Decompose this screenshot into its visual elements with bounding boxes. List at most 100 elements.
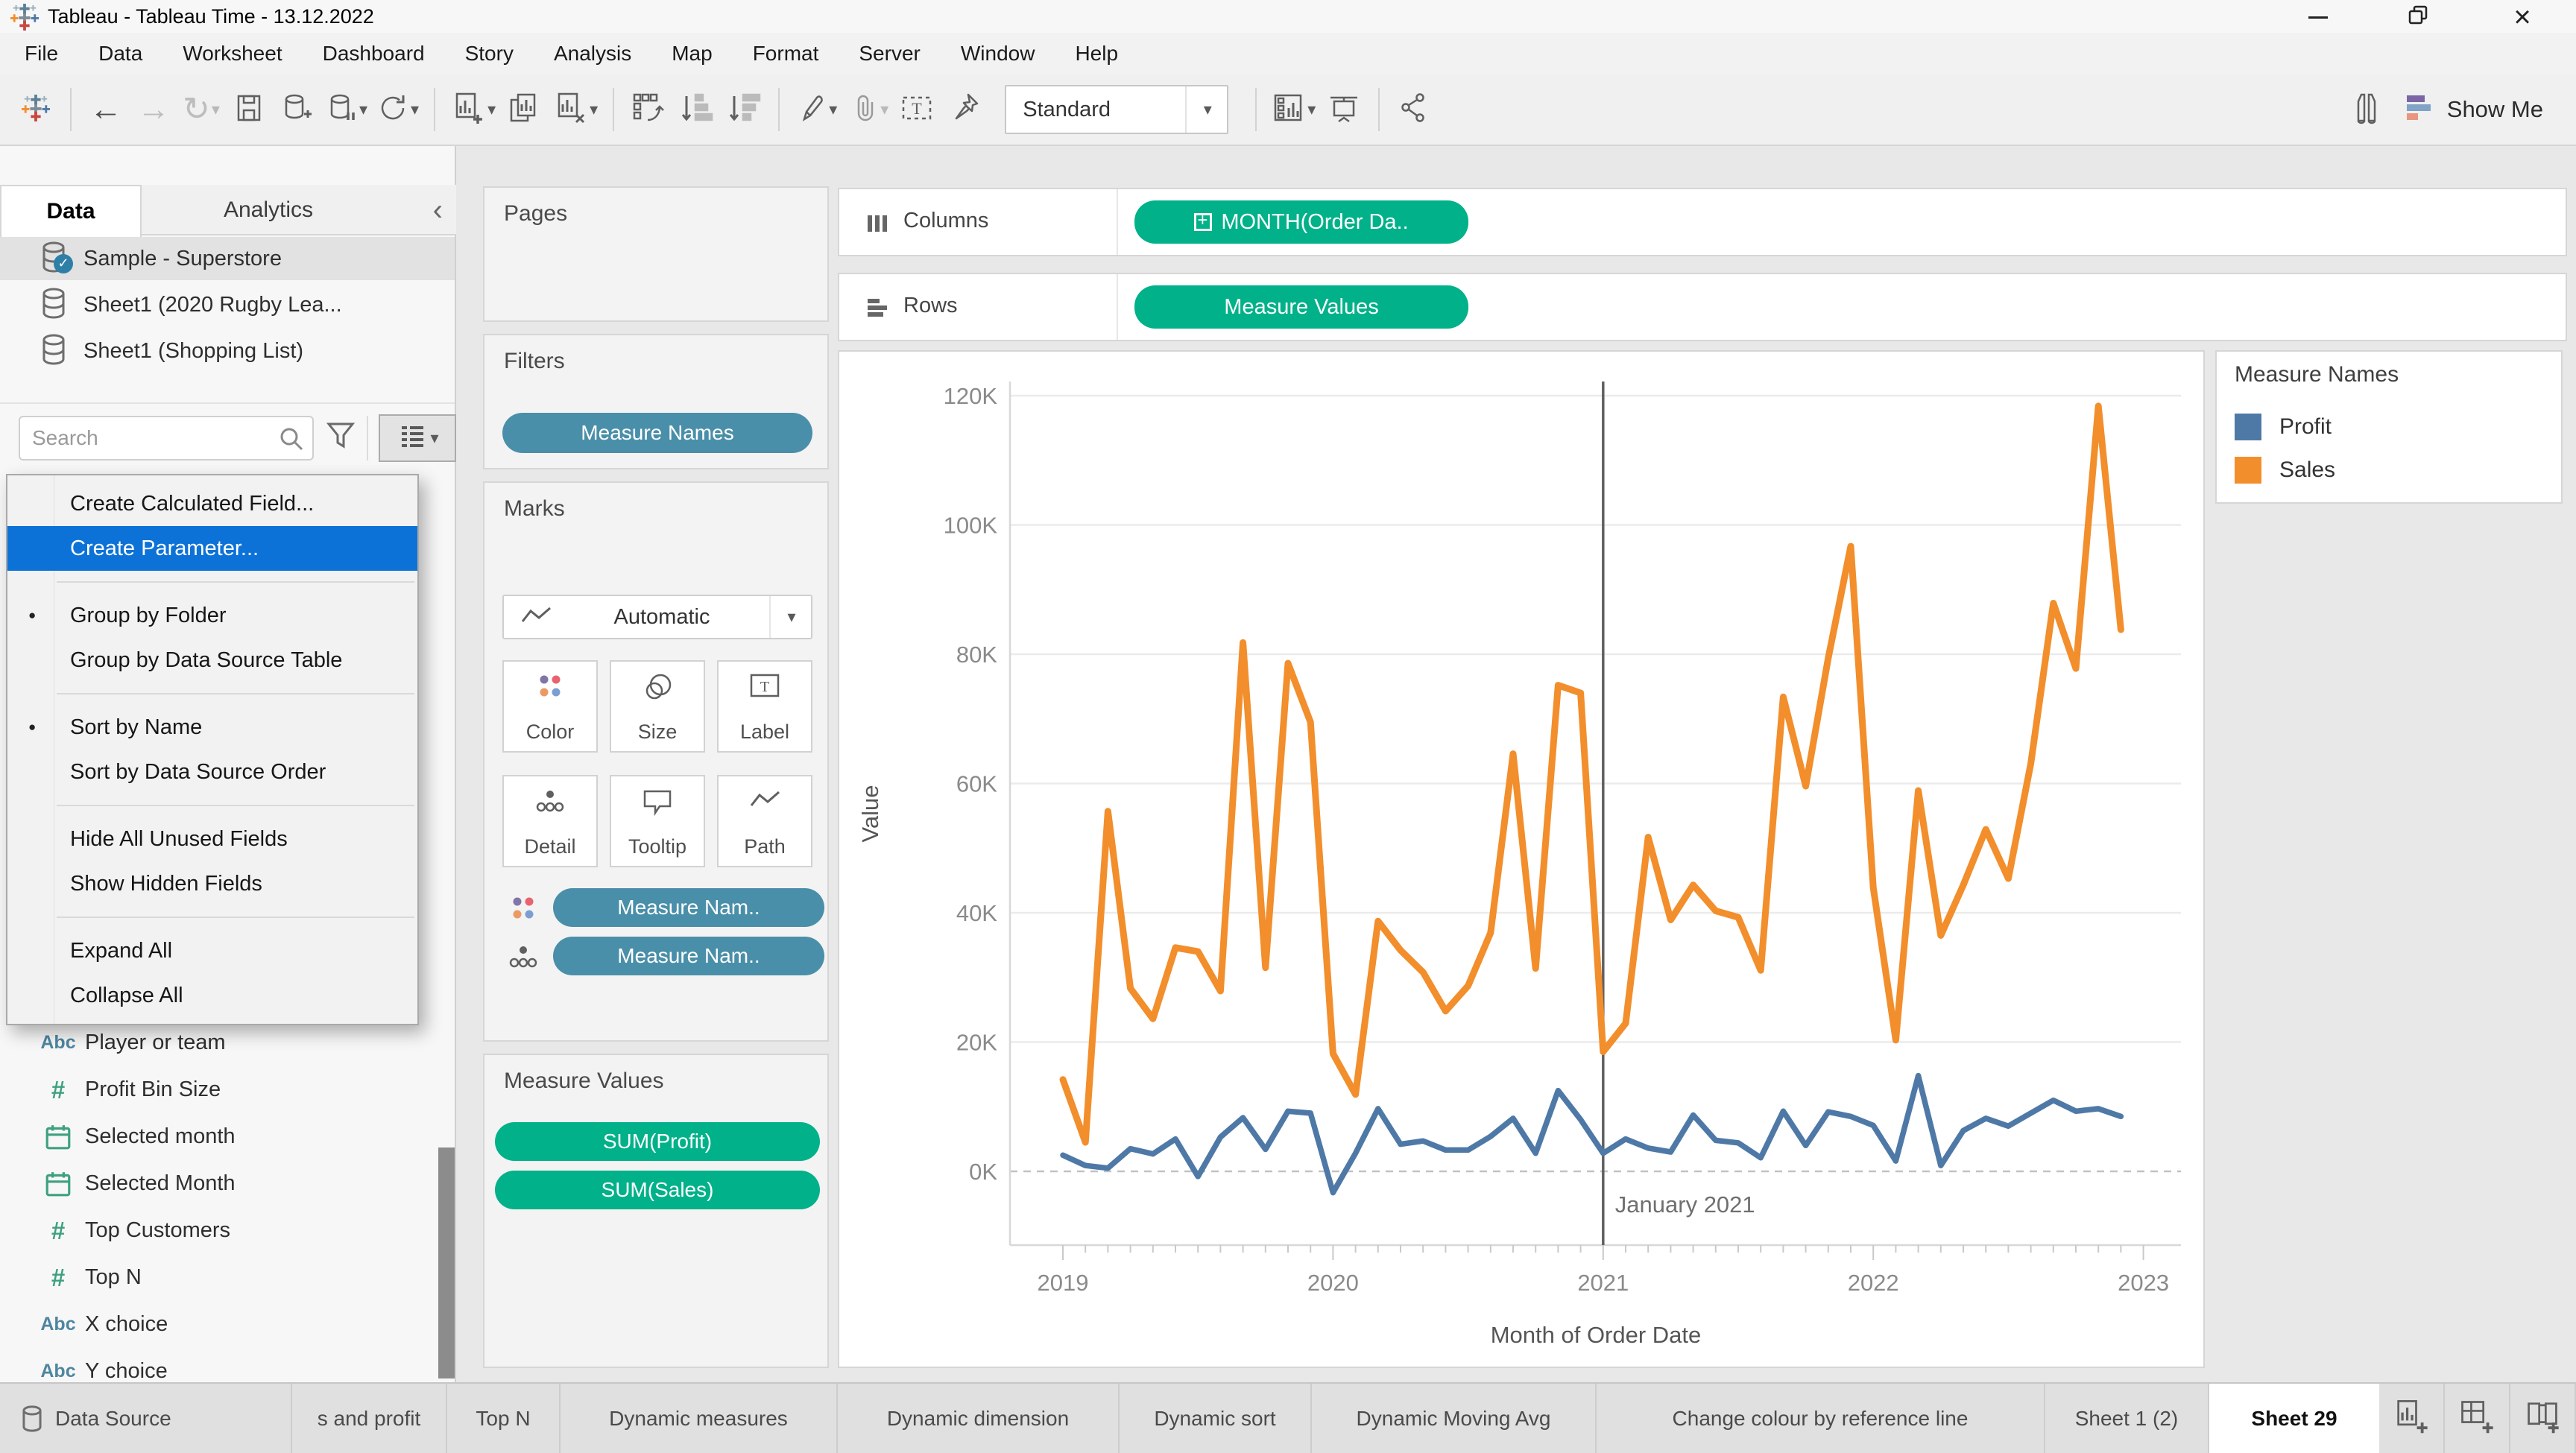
close-button[interactable]: × (2496, 4, 2548, 30)
sheet-tab-dynamic-dimension[interactable]: Dynamic dimension (838, 1384, 1120, 1453)
view-options-button[interactable]: ▾ (379, 414, 456, 462)
measure-values-pill[interactable]: SUM(Sales) (495, 1171, 820, 1209)
presentation-mode-button[interactable] (1325, 86, 1363, 133)
context-menu-item[interactable]: Expand All (7, 928, 417, 973)
attach-button[interactable]: ▾ (846, 86, 888, 133)
menu-server[interactable]: Server (839, 42, 940, 66)
sheet-tab-dynamic-measures[interactable]: Dynamic measures (561, 1384, 838, 1453)
marks-pill-measure-names[interactable]: Measure Nam.. (553, 888, 824, 927)
tab-data[interactable]: Data (0, 185, 142, 237)
sheet-tab-s-and-profit[interactable]: s and profit (292, 1384, 447, 1453)
field-item[interactable]: Abc X choice (0, 1301, 438, 1348)
context-menu-item[interactable]: ●Group by Folder (7, 593, 417, 638)
fix-axes-button[interactable] (945, 86, 984, 133)
menu-window[interactable]: Window (941, 42, 1055, 66)
field-item[interactable]: # Top Customers (0, 1207, 438, 1254)
menu-map[interactable]: Map (651, 42, 732, 66)
mark-type-select[interactable]: Automatic ▾ (502, 595, 812, 639)
data-source-item[interactable]: Sheet1 (2020 Rugby Lea... (0, 283, 455, 326)
redo-button[interactable]: → (134, 86, 173, 133)
sheet-tab-top-n[interactable]: Top N (447, 1384, 561, 1453)
sheet-tab-sheet-1-2-[interactable]: Sheet 1 (2) (2045, 1384, 2209, 1453)
sheet-tab-data-source[interactable]: Data Source (0, 1384, 292, 1453)
highlight-button[interactable]: ▾ (795, 86, 837, 133)
refresh-data-source-button[interactable]: ▾ (376, 86, 419, 133)
marks-color-button[interactable]: Color (502, 660, 598, 753)
menu-data[interactable]: Data (78, 42, 162, 66)
save-button[interactable] (230, 86, 268, 133)
search-input[interactable] (31, 420, 280, 456)
menu-help[interactable]: Help (1055, 42, 1138, 66)
marks-tooltip-button[interactable]: Tooltip (610, 775, 705, 867)
context-menu-item[interactable]: ●Sort by Name (7, 705, 417, 750)
sheet-tab-dynamic-sort[interactable]: Dynamic sort (1120, 1384, 1312, 1453)
pages-card[interactable]: Pages (483, 186, 829, 322)
context-menu-item[interactable]: Create Parameter... (7, 526, 417, 571)
field-item[interactable]: # Top N (0, 1254, 438, 1301)
collapse-pane-icon[interactable]: ‹ (433, 194, 443, 227)
chart[interactable]: 0K20K40K60K80K100K120K201920202021202220… (838, 350, 2205, 1368)
field-item[interactable]: # Profit Bin Size (0, 1066, 438, 1113)
new-worksheet-button[interactable] (2379, 1384, 2445, 1453)
pill-measure-values[interactable]: Measure Values (1134, 285, 1468, 329)
show-mark-labels-button[interactable]: T (897, 86, 936, 133)
sheet-tab-change-colour-by-reference-line[interactable]: Change colour by reference line (1597, 1384, 2045, 1453)
sort-descending-button[interactable] (724, 86, 763, 133)
undo-button[interactable]: ← (86, 86, 125, 133)
replay-button[interactable]: ↻▾ (182, 86, 221, 133)
menu-worksheet[interactable]: Worksheet (162, 42, 302, 66)
share-button[interactable] (1395, 86, 1433, 133)
menu-dashboard[interactable]: Dashboard (303, 42, 445, 66)
pill-month-order-date[interactable]: MONTH(Order Da.. (1134, 200, 1468, 244)
sheet-tab-sheet-29[interactable]: Sheet 29 (2209, 1384, 2379, 1453)
new-worksheet-button[interactable]: ▾ (450, 86, 496, 133)
data-source-item[interactable]: Sheet1 (Shopping List) (0, 329, 455, 373)
menu-story[interactable]: Story (445, 42, 534, 66)
measure-values-pill[interactable]: SUM(Profit) (495, 1122, 820, 1161)
sort-ascending-button[interactable] (677, 86, 716, 133)
menu-format[interactable]: Format (733, 42, 839, 66)
context-menu-item[interactable]: Hide All Unused Fields (7, 817, 417, 861)
pause-auto-updates-button[interactable]: ▾ (325, 86, 367, 133)
sheet-tab-dynamic-moving-avg[interactable]: Dynamic Moving Avg (1312, 1384, 1597, 1453)
context-menu-item[interactable]: Group by Data Source Table (7, 638, 417, 683)
fit-selector[interactable]: Standard ▾ (1005, 85, 1228, 134)
context-menu-item[interactable]: Sort by Data Source Order (7, 750, 417, 794)
context-menu-item[interactable]: Collapse All (7, 973, 417, 1018)
new-data-source-button[interactable] (277, 86, 316, 133)
filter-pill-measure-names[interactable]: Measure Names (502, 413, 812, 453)
field-item[interactable]: Selected month (0, 1113, 438, 1160)
pane-scrollbar[interactable] (438, 1147, 455, 1378)
filters-card[interactable]: Filters Measure Names (483, 334, 829, 469)
marks-pill-measure-names[interactable]: Measure Nam.. (553, 937, 824, 975)
tab-analytics[interactable]: Analytics (142, 185, 395, 235)
tableau-logo-button[interactable] (16, 86, 55, 133)
text-label-icon: T (900, 92, 934, 127)
menu-file[interactable]: File (4, 42, 78, 66)
rows-shelf[interactable]: Rows Measure Values (838, 273, 2567, 341)
find-button[interactable] (2347, 86, 2386, 133)
marks-path-button[interactable]: Path (717, 775, 812, 867)
context-menu-item[interactable]: Show Hidden Fields (7, 861, 417, 906)
new-dashboard-button[interactable] (2445, 1384, 2510, 1453)
field-item[interactable]: Abc Player or team (0, 1019, 438, 1066)
marks-size-button[interactable]: Size (610, 660, 705, 753)
minimize-button[interactable] (2292, 4, 2344, 30)
new-story-button[interactable] (2510, 1384, 2576, 1453)
swap-rows-columns-button[interactable] (629, 86, 668, 133)
show-me-button[interactable]: Show Me (2404, 91, 2543, 129)
field-item[interactable]: Selected Month (0, 1160, 438, 1207)
data-source-item[interactable]: ✓ Sample - Superstore (0, 237, 455, 280)
menu-analysis[interactable]: Analysis (534, 42, 651, 66)
filter-funnel-icon[interactable] (323, 419, 358, 455)
restore-button[interactable] (2392, 4, 2444, 30)
marks-label-button[interactable]: T Label (717, 660, 812, 753)
duplicate-sheet-button[interactable] (505, 86, 543, 133)
clear-sheet-button[interactable]: ▾ (552, 86, 598, 133)
legend-item-profit[interactable]: Profit (2235, 410, 2332, 444)
show-hide-cards-button[interactable]: ▾ (1272, 86, 1316, 133)
columns-shelf[interactable]: Columns MONTH(Order Da.. (838, 188, 2567, 256)
context-menu-item[interactable]: Create Calculated Field... (7, 481, 417, 526)
legend-item-sales[interactable]: Sales (2235, 453, 2335, 487)
marks-detail-button[interactable]: Detail (502, 775, 598, 867)
